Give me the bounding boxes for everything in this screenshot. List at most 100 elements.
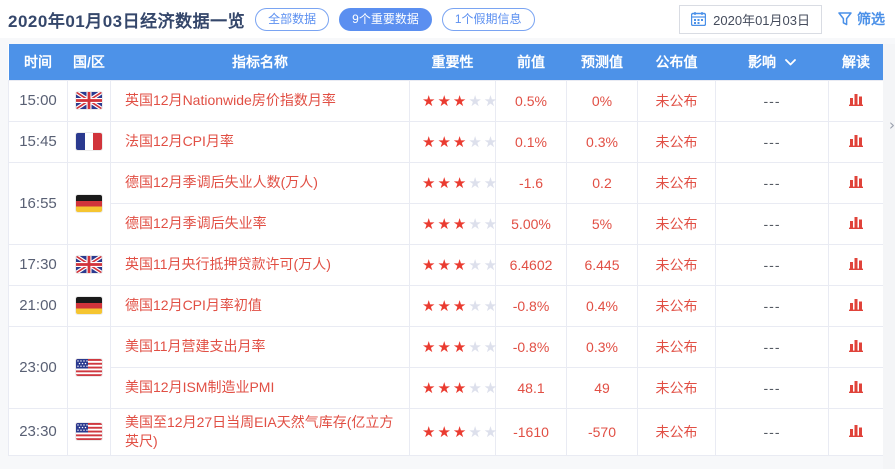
filter-pill-all[interactable]: 全部数据: [255, 7, 330, 31]
filter-pill-important[interactable]: 9个重要数据: [339, 7, 432, 31]
col-header-impact[interactable]: 影响: [715, 44, 829, 80]
table-row: 16:55 德国12月季调后失业人数(万人) ★★★★★ -1.6 0.2 未公…: [8, 161, 884, 245]
flag-uk-icon: [67, 79, 111, 122]
time-cell: 21:00: [8, 284, 68, 327]
indicator-link[interactable]: 德国12月CPI月率初值: [110, 284, 410, 327]
previous-value: 0.5%: [495, 79, 567, 122]
previous-value: 5.00%: [495, 202, 567, 245]
flag-france-icon: [67, 120, 111, 163]
published-value: 未公布: [637, 407, 716, 456]
published-value: 未公布: [637, 161, 716, 204]
table-row: 21:00 德国12月CPI月率初值 ★★★★★ -0.8% 0.4% 未公布 …: [8, 284, 884, 327]
economic-data-table: 时间 国/区 指标名称 重要性 前值 预测值 公布值 影响 解读 15:00 英…: [8, 44, 884, 456]
impact-value: ---: [715, 243, 829, 286]
importance-stars: ★★★★★: [409, 284, 497, 327]
importance-stars: ★★★★★: [409, 366, 497, 409]
date-picker-value: 2020年01月03日: [713, 12, 810, 28]
filter-button[interactable]: 筛选: [838, 9, 885, 29]
table-row: 15:00 英国12月Nationwide房价指数月率 ★★★★★ 0.5% 0…: [8, 79, 884, 122]
importance-stars: ★★★★★: [409, 243, 497, 286]
indicator-link[interactable]: 英国12月Nationwide房价指数月率: [110, 79, 410, 122]
published-value: 未公布: [637, 366, 716, 409]
impact-value: ---: [715, 120, 829, 163]
impact-value: ---: [715, 325, 829, 368]
forecast-value: 0.3%: [566, 120, 638, 163]
table-row: 23:30 美国至12月27日当周EIA天然气库存(亿立方英尺) ★★★★★ -…: [8, 407, 884, 456]
forecast-value: 5%: [566, 202, 638, 245]
time-cell: 15:45: [8, 120, 68, 163]
importance-stars: ★★★★★: [409, 202, 497, 245]
impact-value: ---: [715, 366, 829, 409]
filter-button-label: 筛选: [857, 11, 885, 27]
forecast-value: 0%: [566, 79, 638, 122]
forecast-value: 0.4%: [566, 284, 638, 327]
forecast-value: 0.3%: [566, 325, 638, 368]
col-header-region: 国/区: [67, 44, 111, 80]
previous-value: 6.4602: [495, 243, 567, 286]
published-value: 未公布: [637, 243, 716, 286]
time-cell: 17:30: [8, 243, 68, 286]
importance-stars: ★★★★★: [409, 407, 497, 456]
published-value: 未公布: [637, 120, 716, 163]
bar-chart-icon[interactable]: [828, 325, 884, 368]
forecast-value: 6.445: [566, 243, 638, 286]
bar-chart-icon[interactable]: [828, 284, 884, 327]
col-header-time: 时间: [8, 44, 68, 80]
published-value: 未公布: [637, 202, 716, 245]
funnel-icon: [838, 12, 852, 26]
topbar-right-controls: 2020年01月03日 筛选: [679, 4, 885, 34]
col-header-published: 公布值: [637, 44, 716, 80]
bar-chart-icon[interactable]: [828, 407, 884, 456]
impact-value: ---: [715, 161, 829, 204]
previous-value: -0.8%: [495, 325, 567, 368]
impact-value: ---: [715, 284, 829, 327]
previous-value: -1610: [495, 407, 567, 456]
indicator-link[interactable]: 美国至12月27日当周EIA天然气库存(亿立方英尺): [110, 407, 410, 456]
indicator-link[interactable]: 德国12月季调后失业人数(万人): [110, 161, 410, 204]
flag-germany-icon: [67, 284, 111, 327]
page-title: 2020年01月03日经济数据一览: [8, 11, 246, 31]
date-picker[interactable]: 2020年01月03日: [679, 4, 822, 34]
scroll-right-arrow[interactable]: ›: [889, 116, 895, 134]
published-value: 未公布: [637, 325, 716, 368]
filter-pill-holiday[interactable]: 1个假期信息: [441, 7, 535, 31]
col-header-forecast: 预测值: [566, 44, 638, 80]
col-header-indicator: 指标名称: [110, 44, 410, 80]
bar-chart-icon[interactable]: [828, 202, 884, 245]
table-row: 美国12月ISM制造业PMI ★★★★★ 48.1 49 未公布 ---: [9, 366, 884, 409]
flag-uk-icon: [67, 243, 111, 286]
time-cell: 23:00: [8, 325, 68, 409]
calendar-icon: [691, 12, 707, 26]
flag-usa-icon: [67, 407, 111, 456]
indicator-link[interactable]: 美国12月ISM制造业PMI: [110, 366, 410, 409]
economic-data-table-wrap: 时间 国/区 指标名称 重要性 前值 预测值 公布值 影响 解读 15:00 英…: [8, 44, 884, 456]
published-value: 未公布: [637, 79, 716, 122]
indicator-link[interactable]: 法国12月CPI月率: [110, 120, 410, 163]
previous-value: -1.6: [495, 161, 567, 204]
table-row: 23:00 美国11月营建支出月率 ★★★★★ -0.8% 0.3% 未公布 -…: [8, 325, 884, 409]
indicator-link[interactable]: 英国11月央行抵押贷款许可(万人): [110, 243, 410, 286]
flag-usa-icon: [67, 325, 111, 409]
impact-value: ---: [715, 407, 829, 456]
published-value: 未公布: [637, 284, 716, 327]
bar-chart-icon[interactable]: [828, 243, 884, 286]
flag-germany-icon: [67, 161, 111, 245]
forecast-value: 0.2: [566, 161, 638, 204]
bar-chart-icon[interactable]: [828, 161, 884, 204]
forecast-value: -570: [566, 407, 638, 456]
chevron-down-icon[interactable]: [785, 53, 796, 69]
bar-chart-icon[interactable]: [828, 79, 884, 122]
importance-stars: ★★★★★: [409, 161, 497, 204]
topbar: 2020年01月03日经济数据一览 全部数据 9个重要数据 1个假期信息 202…: [0, 0, 895, 38]
table-header-row: 时间 国/区 指标名称 重要性 前值 预测值 公布值 影响 解读: [8, 44, 884, 80]
forecast-value: 49: [566, 366, 638, 409]
right-edge-strip: [883, 44, 895, 469]
bar-chart-icon[interactable]: [828, 120, 884, 163]
indicator-link[interactable]: 德国12月季调后失业率: [110, 202, 410, 245]
table-row: 17:30 英国11月央行抵押贷款许可(万人) ★★★★★ 6.4602 6.4…: [8, 243, 884, 286]
importance-stars: ★★★★★: [409, 79, 497, 122]
bar-chart-icon[interactable]: [828, 366, 884, 409]
impact-value: ---: [715, 202, 829, 245]
importance-stars: ★★★★★: [409, 120, 497, 163]
indicator-link[interactable]: 美国11月营建支出月率: [110, 325, 410, 368]
